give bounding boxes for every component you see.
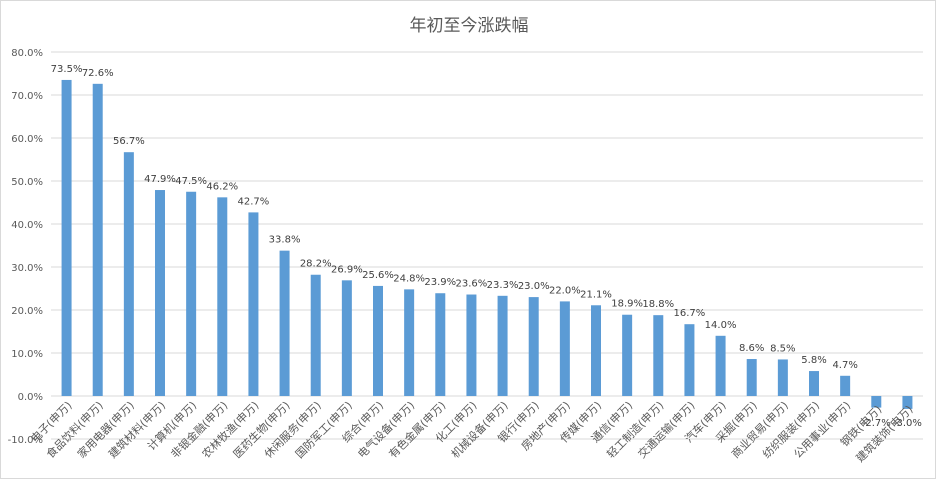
data-label: 42.7% — [238, 196, 270, 207]
bar — [497, 295, 508, 396]
bar — [653, 315, 664, 396]
chart-title: 年初至今涨跌幅 — [409, 16, 529, 36]
bar — [123, 152, 134, 396]
y-tick-label: 20.0% — [11, 306, 43, 317]
data-label: 24.8% — [393, 273, 425, 284]
bar — [528, 297, 539, 396]
bar — [217, 197, 228, 396]
grid-lines — [51, 51, 923, 440]
bar — [404, 289, 415, 396]
data-label: 72.6% — [82, 68, 114, 79]
y-tick-label: 50.0% — [11, 177, 43, 188]
data-label: 46.2% — [206, 181, 238, 192]
x-axis: 电子(申万)食品饮料(申万)家用电器(申万)建筑材料(申万)计算机(申万)非银金… — [28, 398, 915, 465]
category-label: 公用事业(申万) — [791, 399, 853, 461]
bar — [310, 274, 321, 396]
data-label: 22.0% — [549, 285, 581, 296]
data-label: 16.7% — [674, 308, 706, 319]
data-label: 21.1% — [580, 289, 612, 300]
bar — [715, 335, 726, 396]
bar — [61, 79, 72, 396]
data-label: 47.9% — [144, 174, 176, 185]
data-label: 23.3% — [487, 280, 519, 291]
y-tick-label: 60.0% — [11, 134, 43, 145]
y-tick-label: 30.0% — [11, 263, 43, 274]
y-tick-label: 10.0% — [11, 349, 43, 360]
bars — [61, 79, 913, 409]
bar — [466, 294, 477, 396]
bar — [840, 375, 851, 396]
y-tick-label: 70.0% — [11, 91, 43, 102]
bar — [591, 305, 601, 396]
data-label: 23.6% — [456, 279, 488, 290]
data-label: 33.8% — [269, 235, 301, 246]
bar — [559, 301, 570, 396]
y-axis: -10.0% 0.0% 10.0% 20.0% 30.0% 40.0% 50.0% 60.0%… — [8, 48, 43, 446]
data-label: 18.8% — [642, 299, 674, 310]
bar — [279, 250, 290, 396]
bar — [902, 396, 913, 409]
bar — [777, 359, 788, 396]
bar — [248, 212, 259, 396]
data-label: 73.5% — [51, 64, 83, 75]
data-label: 47.5% — [175, 176, 207, 187]
bar — [871, 396, 882, 408]
data-label: 5.8% — [801, 355, 826, 366]
bar — [746, 359, 757, 396]
data-label: 23.9% — [424, 277, 456, 288]
data-label: 8.6% — [739, 343, 764, 354]
data-label: 28.2% — [300, 259, 332, 270]
y-tick-label: -10.0% — [8, 435, 43, 446]
bar — [186, 191, 197, 396]
bar — [435, 293, 446, 396]
data-label: -3.0% — [893, 418, 922, 429]
bar — [684, 324, 695, 396]
y-tick-label: 40.0% — [11, 220, 43, 231]
bar — [155, 190, 165, 396]
data-label: 23.0% — [518, 281, 550, 292]
y-tick-label: 80.0% — [11, 48, 43, 59]
data-label: 56.7% — [113, 136, 145, 147]
data-label: 14.0% — [705, 320, 737, 331]
data-labels: 73.5% 72.6% 56.7% 47.9% 47.5%46.2%42.7% 33.8%… — [51, 64, 922, 429]
data-label: 4.7% — [832, 360, 857, 371]
bar — [92, 83, 103, 396]
data-label: 26.9% — [331, 264, 363, 275]
bar — [373, 285, 383, 396]
data-label: 25.6% — [362, 270, 394, 281]
bar — [809, 371, 819, 396]
y-tick-label: 0.0% — [18, 392, 43, 403]
bar — [341, 280, 352, 396]
data-label: 8.5% — [770, 343, 795, 354]
data-label: 18.9% — [611, 299, 643, 310]
data-label: -2.7% — [862, 418, 891, 429]
bar — [622, 314, 633, 396]
